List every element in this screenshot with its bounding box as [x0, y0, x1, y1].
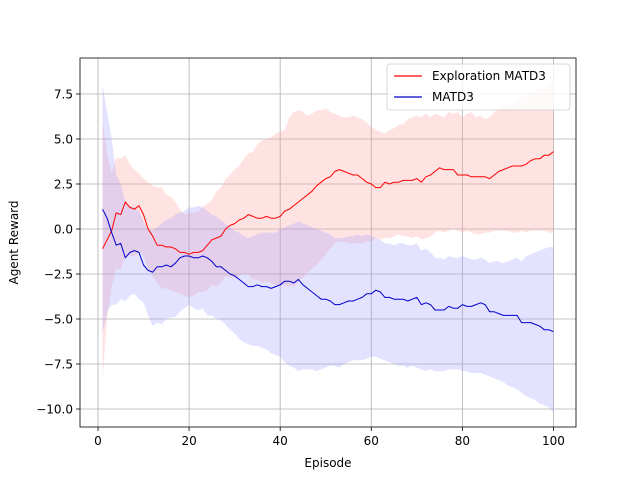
y-tick-label: 0.0: [54, 223, 73, 237]
confidence-bands: [102, 79, 554, 413]
series-lines: [102, 151, 554, 333]
y-axis-label: Agent Reward: [7, 200, 21, 284]
series-line-exploration-matd3: [102, 151, 554, 255]
x-tick-label: 40: [273, 434, 288, 448]
x-tick-label: 20: [181, 434, 196, 448]
x-tick-label: 0: [94, 434, 102, 448]
legend-label-exploration-matd3: Exploration MATD3: [432, 69, 546, 83]
series-line-matd3: [102, 208, 554, 333]
y-tick-label: 7.5: [54, 88, 73, 102]
y-tick-label: −2.5: [44, 268, 73, 282]
y-tick-label: −10.0: [36, 403, 73, 417]
plot-frame: [79, 57, 577, 428]
legend-box: [386, 63, 571, 111]
band-exploration-matd3: [102, 79, 554, 379]
legend: Exploration MATD3 MATD3: [386, 63, 571, 111]
y-tick-label: 2.5: [54, 178, 73, 192]
legend-label-matd3: MATD3: [432, 90, 474, 104]
x-axis-label: Episode: [304, 456, 351, 470]
y-tick-label: 5.0: [54, 133, 73, 147]
x-tick-label: 100: [542, 434, 565, 448]
x-tick-label: 60: [364, 434, 379, 448]
y-tick-label: −7.5: [44, 358, 73, 372]
band-matd3: [102, 85, 554, 413]
y-axis: −10.0 −7.5 −5.0 −2.5 0.0 2.5 5.0 7.5: [36, 88, 80, 417]
x-axis: 0 20 40 60 80 100: [94, 427, 565, 448]
x-tick-label: 80: [455, 434, 470, 448]
grid: [80, 58, 576, 427]
y-tick-label: −5.0: [44, 313, 73, 327]
